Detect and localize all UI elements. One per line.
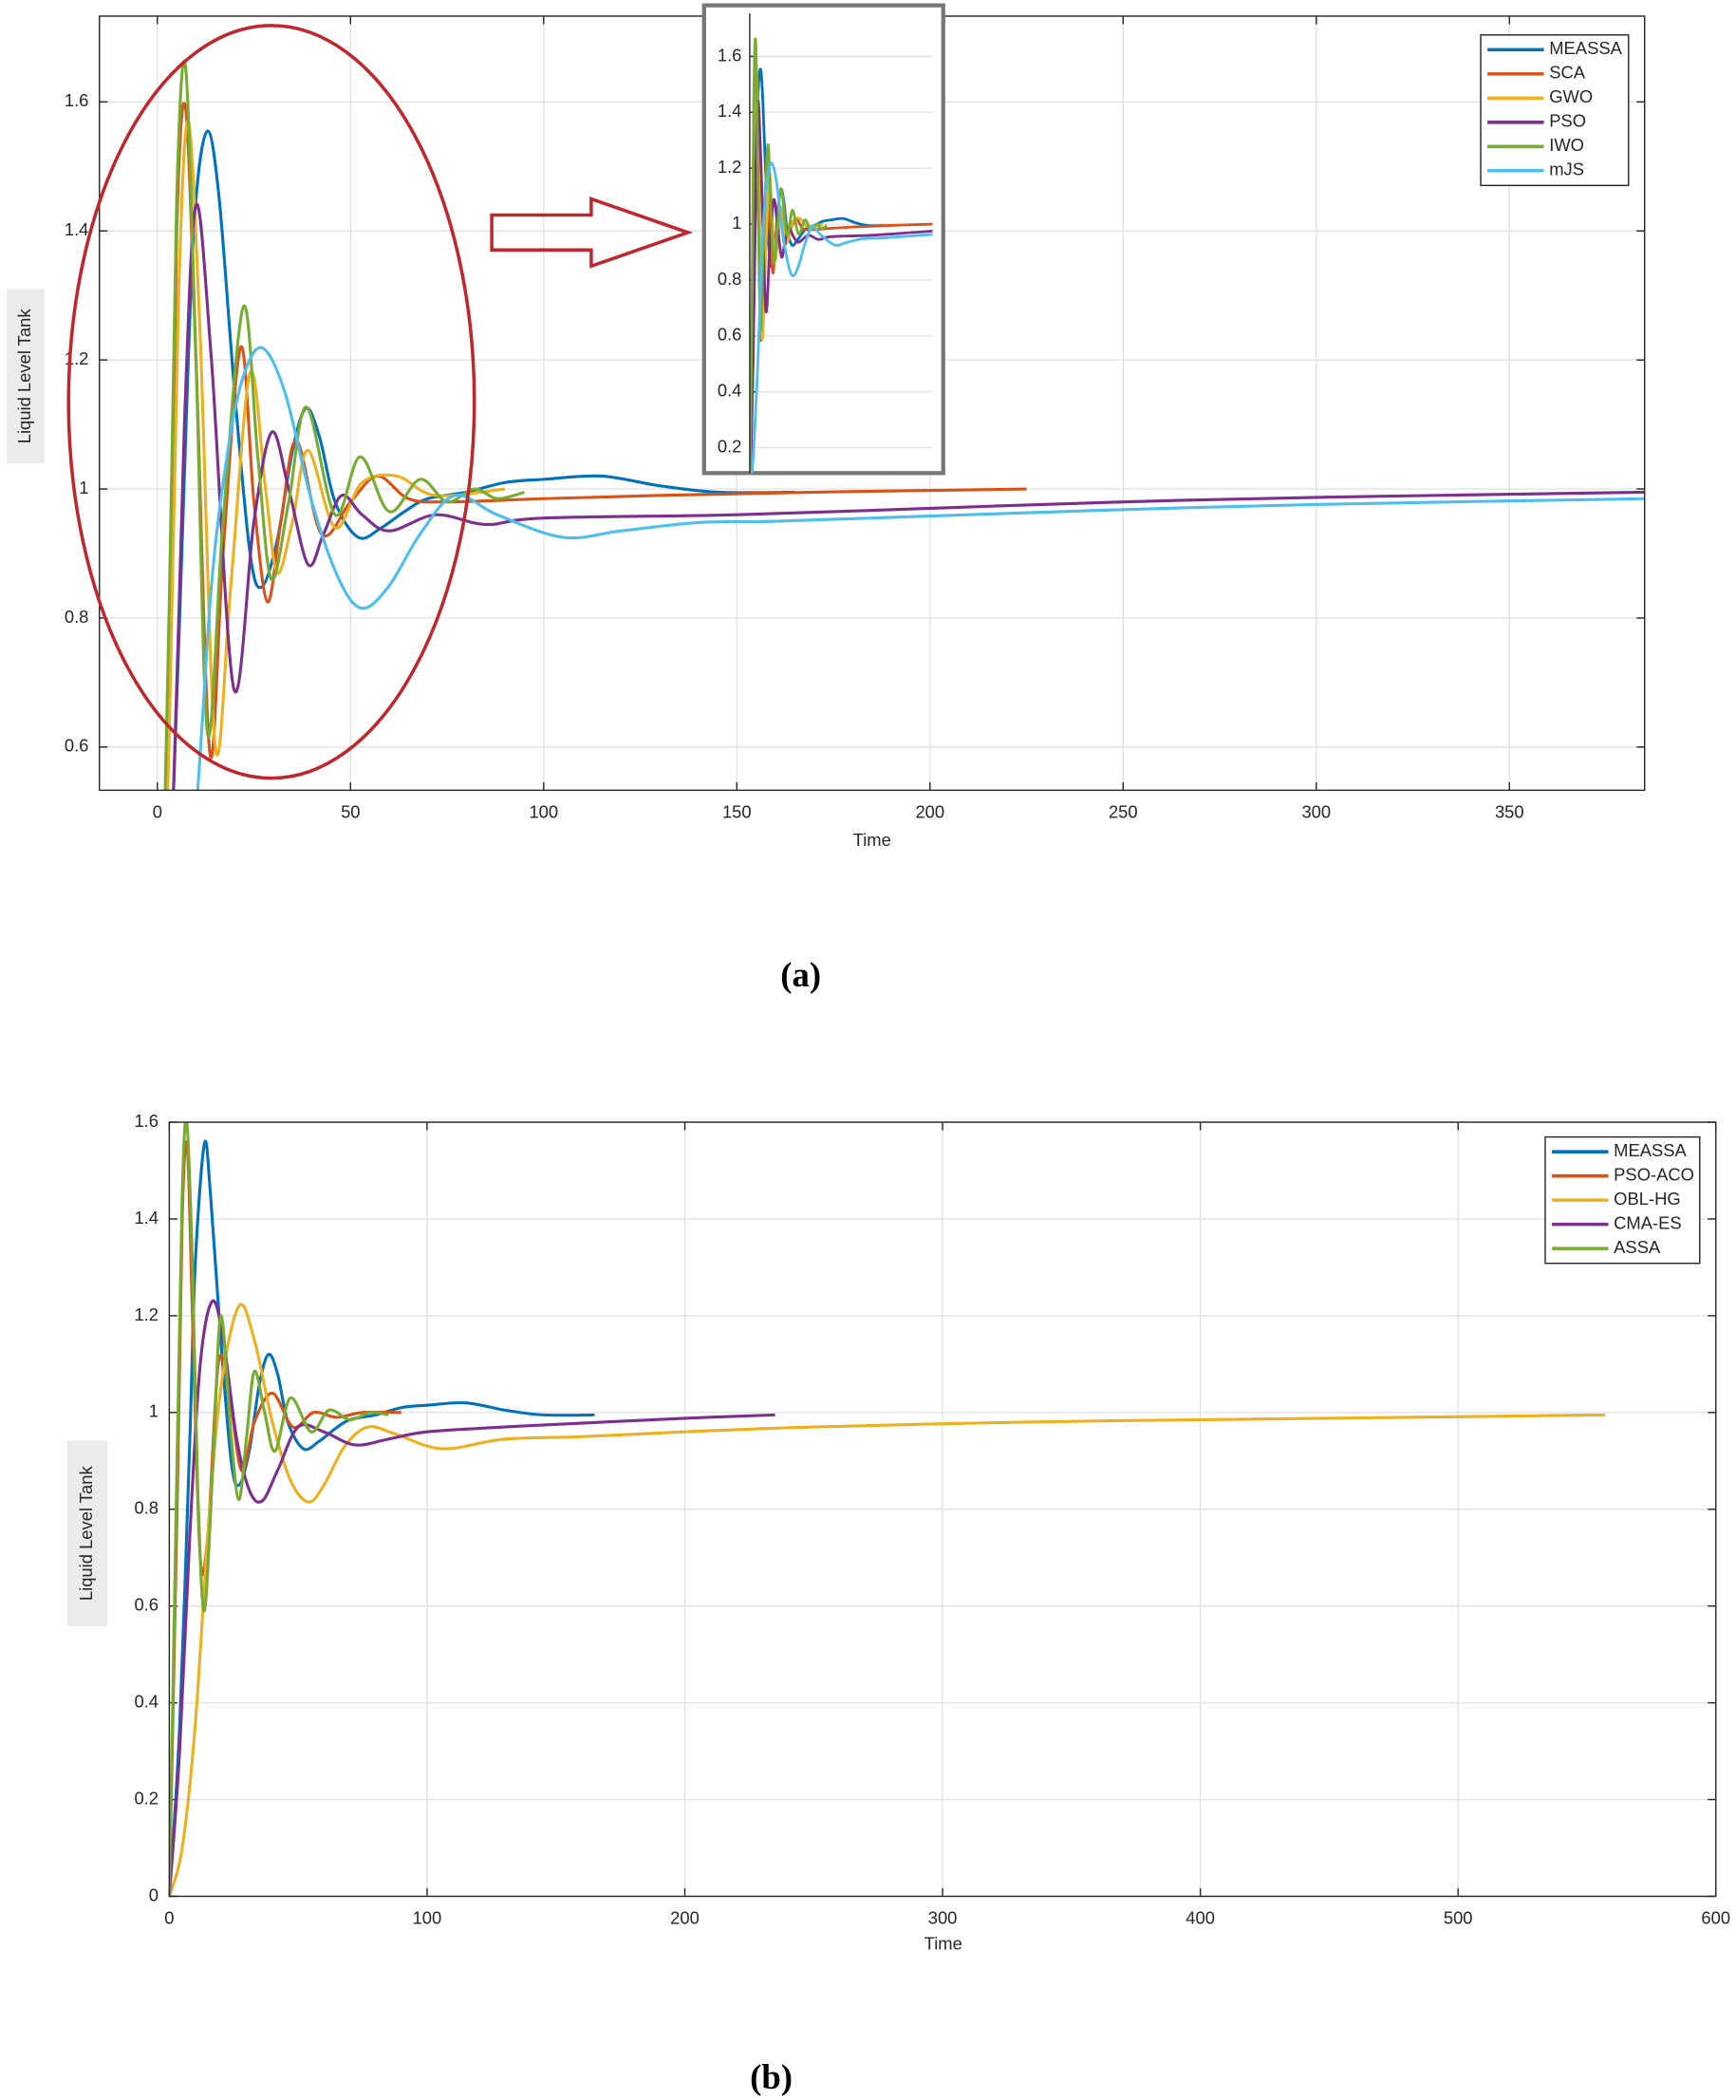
legend-label: IWO <box>1549 135 1584 155</box>
x-tick-label: 600 <box>1701 1907 1730 1927</box>
x-tick-label: 0 <box>153 801 162 821</box>
legend-label: OBL-HG <box>1614 1189 1681 1209</box>
legend-label: MEASSA <box>1614 1140 1687 1160</box>
legend-label: MEASSA <box>1549 38 1622 58</box>
legend-label: GWO <box>1549 86 1593 106</box>
x-tick-label: 300 <box>928 1907 958 1927</box>
x-tick-label: 0 <box>164 1907 174 1927</box>
legend-label: ASSA <box>1614 1237 1661 1257</box>
y-tick-label: 0.2 <box>718 436 742 456</box>
plot-lines <box>169 1122 1606 1897</box>
y-tick-label: 0.6 <box>134 1595 159 1615</box>
y-tick-label: 0.4 <box>718 381 742 401</box>
legend-box <box>1480 34 1630 187</box>
y-tick-label: 1.2 <box>718 157 742 177</box>
y-tick-label: 0.8 <box>718 269 742 289</box>
y-tick-label: 0.8 <box>65 607 89 627</box>
y-tick-label: 0.8 <box>134 1498 159 1518</box>
y-tick-label: 0.4 <box>134 1691 159 1711</box>
x-tick-label: 50 <box>341 801 360 821</box>
x-axis-label: Time <box>853 830 891 850</box>
y-tick-label: 0.6 <box>718 325 742 345</box>
legend-label: SCA <box>1549 63 1586 83</box>
x-tick-label: 100 <box>529 801 558 821</box>
y-tick-label: 0 <box>149 1884 159 1904</box>
axes-frame <box>168 1121 1717 1898</box>
y-axis-label: Liquid Level Tank <box>14 309 34 444</box>
y-axis-label: Liquid Level Tank <box>76 1466 96 1602</box>
y-tick-label: 1.4 <box>65 219 89 239</box>
y-tick-label: 1.6 <box>134 1111 159 1131</box>
caption: (a) <box>780 955 821 994</box>
y-label-box <box>66 1440 108 1626</box>
legend-label: CMA-ES <box>1614 1212 1682 1232</box>
caption: (b) <box>750 2057 793 2096</box>
series-line <box>172 202 1645 791</box>
x-tick-label: 300 <box>1301 801 1331 821</box>
y-tick-label: 1.4 <box>134 1208 159 1228</box>
series-line <box>749 37 828 474</box>
zoom-annotation <box>66 24 694 780</box>
y-tick-label: 0.2 <box>134 1788 159 1808</box>
x-tick-label: 250 <box>1109 801 1138 821</box>
zoom-arrow <box>490 197 694 269</box>
series-line <box>196 346 1645 791</box>
highlight-ellipse <box>66 24 476 780</box>
x-tick-label: 400 <box>1185 1907 1215 1927</box>
series-line <box>750 161 933 474</box>
y-tick-label: 1 <box>732 213 741 233</box>
y-tick-label: 1.6 <box>718 45 742 65</box>
y-tick-label: 1.2 <box>134 1304 159 1324</box>
series-line <box>163 59 525 791</box>
plot-lines <box>163 59 1645 791</box>
x-tick-label: 100 <box>413 1907 442 1927</box>
legend-label: PSO <box>1549 111 1586 131</box>
series-line <box>166 120 506 791</box>
y-tick-label: 1 <box>149 1401 159 1421</box>
x-axis-label: Time <box>924 1933 962 1953</box>
legend: MEASSA SCA GWO PSO IWO mJS <box>1480 34 1630 187</box>
x-tick-label: 500 <box>1444 1907 1473 1927</box>
legend-label: mJS <box>1549 159 1584 179</box>
panel-b: 0 100 200 300 400 500 600 0 0.2 0.4 0.6 0.8 1 1.2 1.4 1… <box>66 1111 1730 2096</box>
plot-lines <box>749 37 933 474</box>
x-tick-label: 200 <box>670 1907 700 1927</box>
inset: 0.2 0.4 0.6 0.8 1 1.2 1.4 1.6 <box>701 3 945 476</box>
legend: MEASSA PSO-ACO OBL-HG CMA-ES ASSA <box>1544 1135 1701 1265</box>
y-label-box <box>7 289 45 464</box>
y-tick-label: 1.4 <box>718 101 742 121</box>
legend-label: PSO-ACO <box>1614 1165 1694 1185</box>
y-tick-label: 1.6 <box>65 90 89 110</box>
x-tick-label: 200 <box>915 801 944 821</box>
y-tick-label: 1 <box>79 478 88 497</box>
series-line <box>169 1122 389 1897</box>
series-line <box>169 1299 775 1897</box>
y-tick-label: 0.6 <box>65 736 89 756</box>
x-tick-label: 150 <box>722 801 752 821</box>
x-tick-label: 350 <box>1495 801 1524 821</box>
